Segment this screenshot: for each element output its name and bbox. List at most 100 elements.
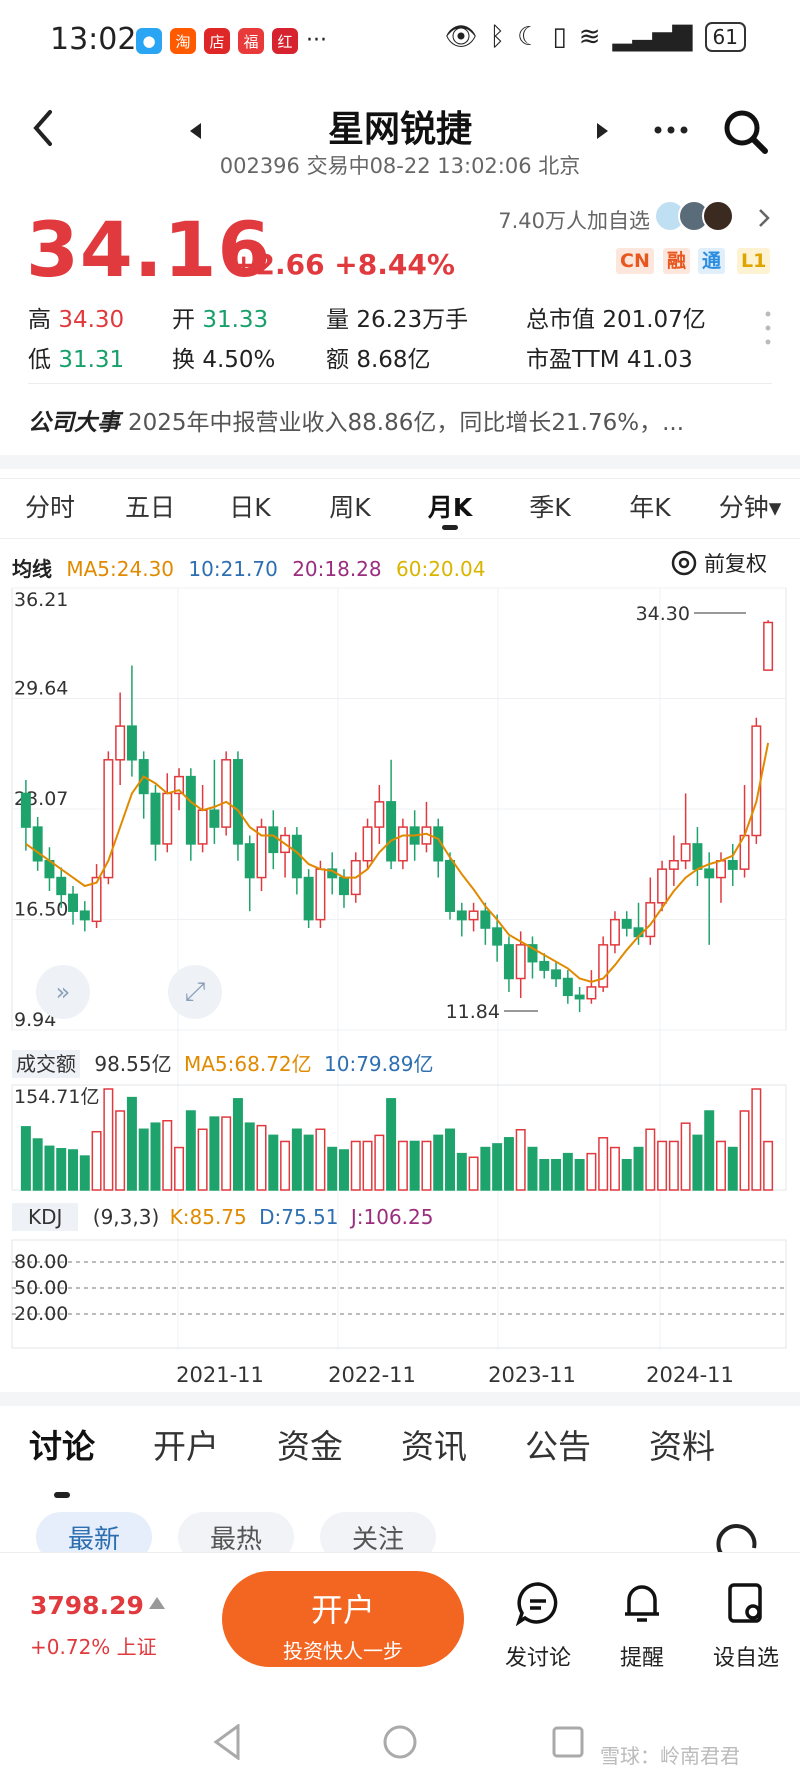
tab-intraday[interactable]: 分时 <box>24 493 75 522</box>
tab-minute[interactable]: 分钟▾ <box>718 493 782 522</box>
tab-monthly-k[interactable]: 月K <box>400 479 500 536</box>
candle-body <box>445 859 456 912</box>
chevron-right-icon[interactable] <box>758 208 770 228</box>
watcher-avatars[interactable] <box>654 200 734 232</box>
company-news[interactable]: 公司大事 2025年中报营业收入88.86亿，同比增长21.76%，... <box>28 403 778 437</box>
home-nav-icon[interactable] <box>382 1724 418 1760</box>
tab-news[interactable]: 资讯 <box>401 1427 467 1466</box>
candle-body <box>20 792 31 828</box>
volume-bar <box>138 1128 149 1191</box>
kdj-axis-label: 20.00 <box>14 1303 68 1325</box>
volume-bar <box>103 1088 114 1191</box>
search-icon[interactable] <box>722 108 770 156</box>
volume-bar <box>315 1128 326 1191</box>
volume-bar <box>503 1137 514 1191</box>
volume-bar <box>20 1126 31 1191</box>
volume-bar <box>480 1146 491 1191</box>
fast-forward-button[interactable]: » <box>36 965 90 1019</box>
tab-quarterly-k[interactable]: 季K <box>529 493 571 522</box>
candle-body <box>715 859 726 879</box>
watchers-count: 7.40万人加自选 <box>498 209 650 233</box>
volume-bar <box>209 1116 220 1191</box>
candle-body <box>704 868 715 879</box>
volume-bar <box>162 1119 173 1191</box>
tab-profile[interactable]: 资料 <box>649 1427 715 1466</box>
back-nav-icon[interactable] <box>212 1724 242 1760</box>
candle-body <box>480 910 491 929</box>
candle-body <box>551 969 562 980</box>
volume-bar <box>586 1152 597 1191</box>
candle-body <box>668 859 679 870</box>
stat-low: 低 31.31 <box>28 347 125 373</box>
volume-bar <box>126 1096 137 1191</box>
tab-capital[interactable]: 资金 <box>277 1427 343 1466</box>
candle-body <box>468 910 479 921</box>
volume-bar <box>527 1146 538 1191</box>
divider <box>0 538 800 539</box>
volume-bar <box>79 1155 90 1191</box>
candle-body <box>338 876 349 896</box>
kline-chart[interactable]: 36.2129.6423.0716.509.9434.3011.84154.71… <box>0 0 800 1400</box>
tab-discussion[interactable]: 讨论 <box>0 1420 124 1480</box>
stat-amount: 额 8.68亿 <box>326 347 431 373</box>
volume-bar <box>704 1110 715 1191</box>
current-price: 34.16 <box>26 205 272 294</box>
volume-bar <box>633 1146 644 1191</box>
tab-weekly-k[interactable]: 周K <box>329 493 371 522</box>
tab-announcements[interactable]: 公告 <box>525 1427 591 1466</box>
stat-turnover: 换 4.50% <box>172 347 276 373</box>
alert-button[interactable]: 提醒 <box>592 1580 692 1672</box>
section-gap <box>0 1392 800 1406</box>
moon-icon: ☾ <box>517 22 541 52</box>
candle-body <box>32 826 43 862</box>
tab-five-day[interactable]: 五日 <box>124 493 175 522</box>
volume-bar <box>386 1098 397 1191</box>
tab-yearly-k[interactable]: 年K <box>629 493 671 522</box>
watchlist-settings-button[interactable]: 设自选 <box>696 1580 796 1672</box>
volume-bar <box>409 1140 420 1191</box>
candle-body <box>621 918 632 929</box>
expand-stats-icon[interactable] <box>764 310 772 346</box>
fullscreen-icon[interactable]: ⤢ <box>168 965 222 1019</box>
prev-stock-icon[interactable] <box>190 123 202 139</box>
tab-open-account[interactable]: 开户 <box>153 1427 219 1466</box>
price-axis-label: 36.21 <box>14 589 68 611</box>
volume-bar <box>727 1146 738 1191</box>
candle-body <box>456 910 467 921</box>
adjust-toggle[interactable]: 前复权 <box>670 548 767 578</box>
candle-body <box>515 944 526 980</box>
news-text: 2025年中报营业收入88.86亿，同比增长21.76%，... <box>128 410 685 436</box>
volume-bar <box>280 1140 291 1191</box>
volume-bar <box>692 1134 703 1191</box>
volume-bar <box>397 1140 408 1191</box>
refresh-icon[interactable] <box>714 1520 762 1556</box>
recents-nav-icon[interactable] <box>552 1726 584 1758</box>
watermark: 雪球：岭南君君 <box>600 1744 740 1768</box>
time-axis-label: 2024-11 <box>646 1363 734 1387</box>
volume-bar <box>621 1158 632 1191</box>
candle-body <box>692 843 703 870</box>
price-axis-label: 9.94 <box>14 1009 56 1031</box>
open-account-button[interactable]: 开户 投资快人一步 <box>222 1571 464 1667</box>
volume-bar <box>256 1124 267 1191</box>
volume-bar <box>185 1110 196 1191</box>
candle-body <box>221 759 232 828</box>
tag-margin: 融 <box>663 248 691 274</box>
vibrate-icon: ▯ <box>552 22 567 52</box>
back-icon[interactable] <box>28 108 58 148</box>
battery-icon: 61 <box>704 22 746 52</box>
volume-bar <box>562 1152 573 1191</box>
kdj-axis-label: 80.00 <box>14 1251 68 1273</box>
volume-bar <box>232 1098 243 1191</box>
candle-body <box>374 801 385 828</box>
candle-body <box>751 725 762 837</box>
volume-bar <box>456 1152 467 1191</box>
tab-daily-k[interactable]: 日K <box>229 493 271 522</box>
volume-bar <box>668 1140 679 1191</box>
post-discussion-button[interactable]: 发讨论 <box>488 1580 588 1672</box>
volume-bar <box>244 1122 255 1191</box>
more-icon[interactable] <box>653 125 689 135</box>
next-stock-icon[interactable] <box>597 123 609 139</box>
eye-icon: 👁 <box>444 22 478 52</box>
candle-body <box>162 792 173 845</box>
